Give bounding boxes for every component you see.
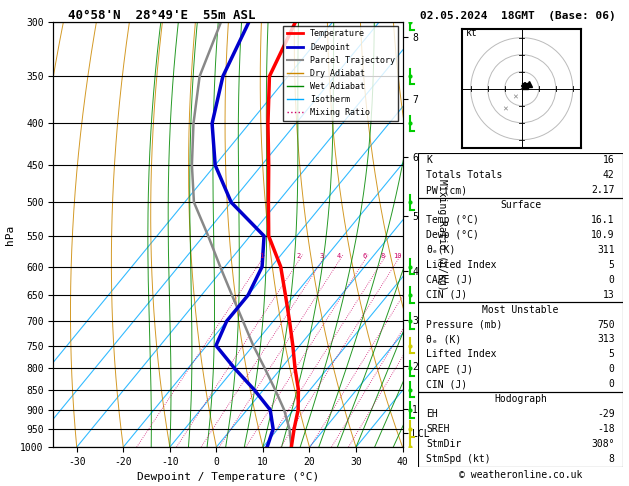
Text: 2: 2 xyxy=(297,253,301,259)
Text: PW (cm): PW (cm) xyxy=(426,185,467,195)
Text: 5: 5 xyxy=(609,349,615,359)
Bar xyxy=(418,198,623,302)
Text: 311: 311 xyxy=(597,245,615,255)
Text: 5: 5 xyxy=(609,260,615,270)
Text: 10: 10 xyxy=(393,253,401,259)
Text: 750: 750 xyxy=(597,319,615,330)
Text: CAPE (J): CAPE (J) xyxy=(426,364,474,374)
Text: 0: 0 xyxy=(609,364,615,374)
Text: 8: 8 xyxy=(381,253,385,259)
Text: CIN (J): CIN (J) xyxy=(426,379,467,389)
Text: -29: -29 xyxy=(597,409,615,419)
Text: SREH: SREH xyxy=(426,424,450,434)
Text: 313: 313 xyxy=(597,334,615,345)
Text: K: K xyxy=(426,156,432,165)
Text: StmDir: StmDir xyxy=(426,439,462,449)
Text: Surface: Surface xyxy=(500,200,541,210)
Text: StmSpd (kt): StmSpd (kt) xyxy=(426,454,491,464)
Text: CIN (J): CIN (J) xyxy=(426,290,467,300)
Text: 308°: 308° xyxy=(591,439,615,449)
Text: © weatheronline.co.uk: © weatheronline.co.uk xyxy=(459,470,582,480)
Y-axis label: hPa: hPa xyxy=(4,225,14,244)
Text: ✕: ✕ xyxy=(502,106,508,112)
Text: 0: 0 xyxy=(609,379,615,389)
Text: 8: 8 xyxy=(609,454,615,464)
Text: Hodograph: Hodograph xyxy=(494,394,547,404)
Bar xyxy=(418,302,623,392)
X-axis label: Dewpoint / Temperature (°C): Dewpoint / Temperature (°C) xyxy=(137,472,319,483)
Text: 10.9: 10.9 xyxy=(591,230,615,240)
Text: 3: 3 xyxy=(320,253,324,259)
Text: Lifted Index: Lifted Index xyxy=(426,349,497,359)
Text: 16.1: 16.1 xyxy=(591,215,615,225)
Text: 1: 1 xyxy=(259,253,264,259)
Text: CAPE (J): CAPE (J) xyxy=(426,275,474,285)
Text: 02.05.2024  18GMT  (Base: 06): 02.05.2024 18GMT (Base: 06) xyxy=(420,11,616,21)
Bar xyxy=(418,153,623,198)
Text: 4: 4 xyxy=(337,253,342,259)
Text: 40°58'N  28°49'E  55m ASL: 40°58'N 28°49'E 55m ASL xyxy=(53,9,256,22)
Text: θₑ(K): θₑ(K) xyxy=(426,245,456,255)
Text: 13: 13 xyxy=(603,290,615,300)
Text: 16: 16 xyxy=(603,156,615,165)
Text: θₑ (K): θₑ (K) xyxy=(426,334,462,345)
Y-axis label: Mixing Ratio (g/kg): Mixing Ratio (g/kg) xyxy=(437,179,447,290)
Text: 6: 6 xyxy=(362,253,366,259)
Text: Dewp (°C): Dewp (°C) xyxy=(426,230,479,240)
Text: 2.17: 2.17 xyxy=(591,185,615,195)
Text: ✕: ✕ xyxy=(512,94,518,100)
Text: kt: kt xyxy=(465,28,477,38)
Text: -18: -18 xyxy=(597,424,615,434)
Text: Lifted Index: Lifted Index xyxy=(426,260,497,270)
Text: 0: 0 xyxy=(609,275,615,285)
Text: Temp (°C): Temp (°C) xyxy=(426,215,479,225)
Legend: Temperature, Dewpoint, Parcel Trajectory, Dry Adiabat, Wet Adiabat, Isotherm, Mi: Temperature, Dewpoint, Parcel Trajectory… xyxy=(284,26,398,121)
Bar xyxy=(418,392,623,467)
Text: EH: EH xyxy=(426,409,438,419)
Text: Totals Totals: Totals Totals xyxy=(426,170,503,180)
Text: Most Unstable: Most Unstable xyxy=(482,305,559,314)
Text: Pressure (mb): Pressure (mb) xyxy=(426,319,503,330)
Text: 42: 42 xyxy=(603,170,615,180)
